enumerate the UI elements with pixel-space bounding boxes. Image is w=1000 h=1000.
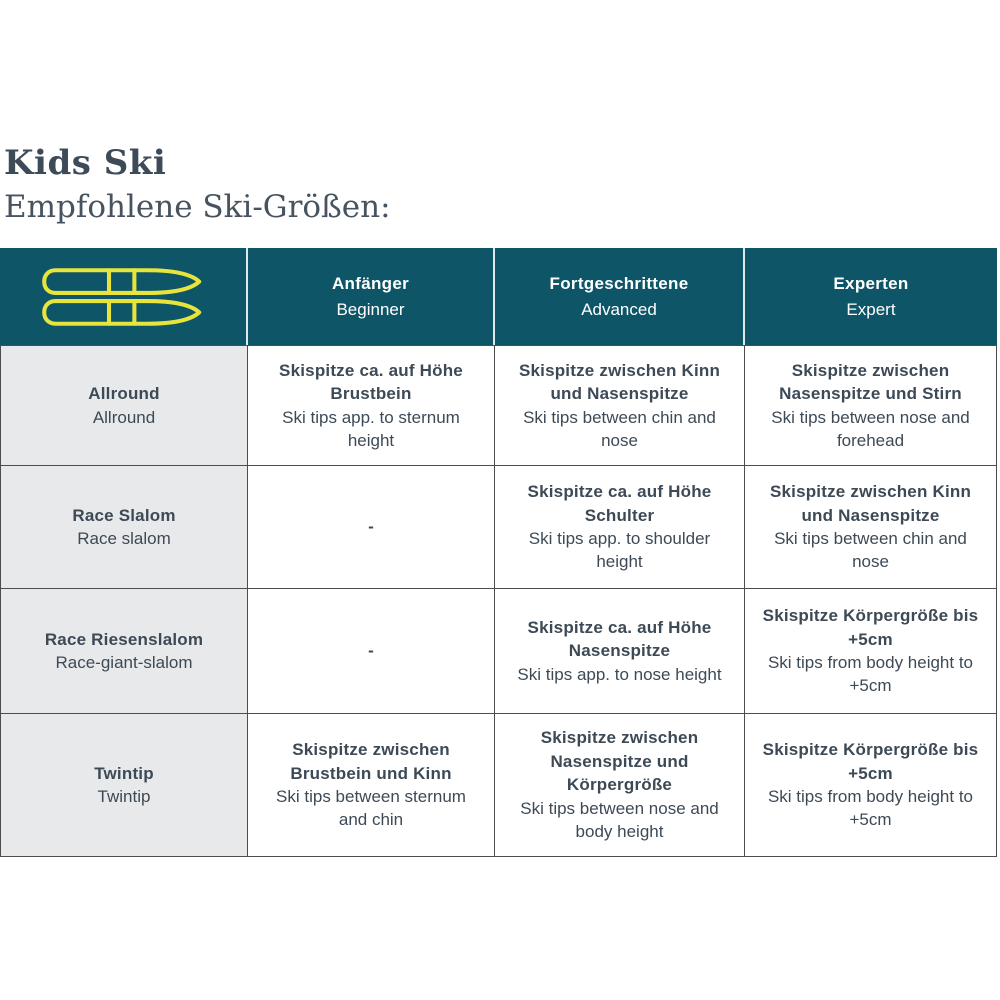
ski-size-table: Anfänger Beginner Fortgeschrittene Advan…	[0, 248, 997, 858]
cell-text-en: Ski tips between chin and nose	[774, 529, 967, 572]
cell-text-de: Skispitze zwischen Kinn und Nasenspitze	[518, 360, 721, 404]
cell-race-riesenslalom-beginner: -	[248, 589, 495, 715]
header-label-en: Expert	[846, 299, 896, 319]
category-label-de: Race Slalom	[72, 505, 176, 525]
cell-text-de: Skispitze ca. auf Höhe Brustbein	[279, 360, 463, 404]
ski-pair-icon	[10, 256, 236, 337]
cell-race-slalom-expert: Skispitze zwischen Kinn und Nasenspitze …	[745, 466, 997, 590]
header-label-en: Advanced	[581, 299, 657, 319]
category-label-en: Race-giant-slalom	[55, 653, 193, 673]
cell-text-en: Ski tips between sternum and chin	[276, 787, 466, 830]
row-category-twintip: Twintip Twintip	[0, 714, 248, 858]
category-label-en: Twintip	[97, 787, 151, 807]
cell-text-en: Ski tips from body height to +5cm	[767, 653, 974, 696]
table-header-expert: Experten Expert	[745, 248, 997, 346]
cell-text-de: -	[368, 641, 374, 661]
cell-allround-advanced: Skispitze zwischen Kinn und Nasenspitze …	[495, 345, 745, 467]
cell-text-de: Skispitze zwischen Kinn und Nasenspitze	[769, 482, 972, 525]
page-title: Kids Ski	[4, 143, 167, 183]
row-category-race-slalom: Race Slalom Race slalom	[0, 466, 248, 590]
cell-race-riesenslalom-expert: Skispitze Körpergröße bis +5cm Ski tips …	[745, 589, 997, 715]
cell-race-slalom-beginner: -	[248, 466, 495, 590]
header-label-de: Experten	[833, 274, 909, 294]
category-label-de: Twintip	[94, 763, 154, 783]
cell-race-riesenslalom-advanced: Skispitze ca. auf Höhe Nasenspitze Ski t…	[495, 589, 745, 715]
cell-text-de: Skispitze zwischen Nasenspitze und Körpe…	[540, 728, 699, 795]
cell-twintip-expert: Skispitze Körpergröße bis +5cm Ski tips …	[745, 714, 997, 858]
header-label-de: Anfänger	[331, 274, 409, 294]
cell-text-en: Ski tips app. to shoulder height	[528, 529, 711, 572]
cell-text-en: Ski tips between nose and body height	[520, 798, 719, 842]
cell-twintip-advanced: Skispitze zwischen Nasenspitze und Körpe…	[495, 714, 745, 858]
header-label-de: Fortgeschrittene	[549, 274, 689, 294]
cell-text-de: Skispitze ca. auf Höhe Schulter	[527, 482, 712, 525]
cell-text-en: Ski tips between nose and forehead	[771, 407, 970, 450]
cell-text-de: Skispitze zwischen Nasenspitze und Stirn	[779, 360, 962, 404]
category-label-en: Race slalom	[77, 529, 171, 549]
cell-text-de: -	[368, 517, 374, 537]
table-header-beginner: Anfänger Beginner	[248, 248, 495, 346]
page-subtitle: Empfohlene Ski-Größen:	[4, 189, 391, 226]
cell-allround-beginner: Skispitze ca. auf Höhe Brustbein Ski tip…	[248, 345, 495, 467]
cell-twintip-beginner: Skispitze zwischen Brustbein und Kinn Sk…	[248, 714, 495, 858]
table-header-advanced: Fortgeschrittene Advanced	[495, 248, 745, 346]
cell-race-slalom-advanced: Skispitze ca. auf Höhe Schulter Ski tips…	[495, 466, 745, 590]
category-label-en: Allround	[92, 407, 156, 427]
cell-text-en: Ski tips app. to nose height	[517, 664, 722, 684]
cell-text-de: Skispitze ca. auf Höhe Nasenspitze	[527, 617, 712, 661]
table-header-icon-cell	[0, 248, 248, 346]
cell-text-en: Ski tips app. to sternum height	[282, 407, 460, 450]
cell-text-en: Ski tips between chin and nose	[523, 407, 716, 450]
category-label-de: Race Riesenslalom	[44, 629, 204, 649]
row-category-allround: Allround Allround	[0, 345, 248, 467]
cell-text-de: Skispitze Körpergröße bis +5cm	[762, 606, 979, 649]
cell-text-en: Ski tips from body height to +5cm	[767, 787, 974, 830]
cell-text-de: Skispitze zwischen Brustbein und Kinn	[290, 740, 452, 783]
cell-text-de: Skispitze Körpergröße bis +5cm	[762, 740, 979, 783]
header-label-en: Beginner	[336, 299, 405, 319]
row-category-race-riesenslalom: Race Riesenslalom Race-giant-slalom	[0, 589, 248, 715]
title-block: Kids Ski Empfohlene Ski-Größen:	[0, 143, 1000, 226]
cell-allround-expert: Skispitze zwischen Nasenspitze und Stirn…	[745, 345, 997, 467]
category-label-de: Allround	[88, 384, 160, 404]
